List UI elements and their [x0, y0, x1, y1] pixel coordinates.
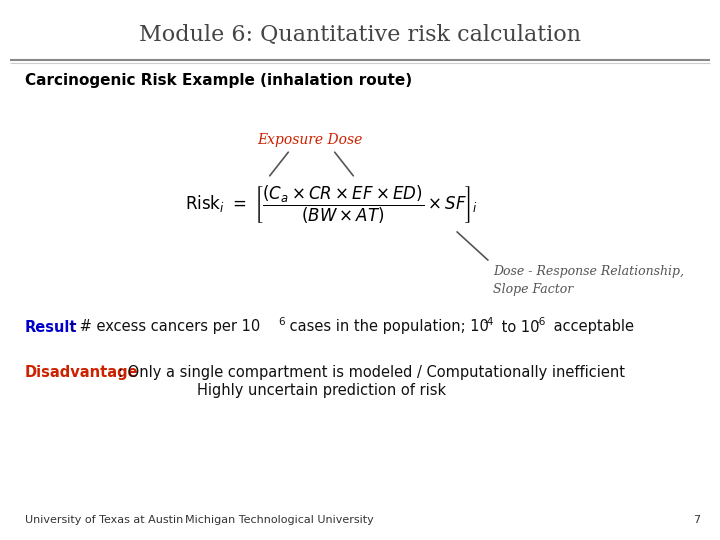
Text: -6: -6	[536, 317, 546, 327]
Text: 6: 6	[278, 317, 284, 327]
Text: Disadvantage: Disadvantage	[25, 364, 139, 380]
Text: Exposure Dose: Exposure Dose	[257, 133, 363, 147]
Text: acceptable: acceptable	[549, 320, 634, 334]
Text: Result: Result	[25, 320, 78, 334]
Text: Michigan Technological University: Michigan Technological University	[185, 515, 374, 525]
Text: Highly uncertain prediction of risk: Highly uncertain prediction of risk	[197, 382, 446, 397]
Text: cases in the population; 10: cases in the population; 10	[285, 320, 489, 334]
Text: -4: -4	[483, 317, 493, 327]
Text: University of Texas at Austin: University of Texas at Austin	[25, 515, 184, 525]
Text: Dose - Response Relationship,
Slope Factor: Dose - Response Relationship, Slope Fact…	[493, 265, 684, 296]
Text: : Only a single compartment is modeled / Computationally inefficient: : Only a single compartment is modeled /…	[118, 364, 625, 380]
Text: Module 6: Quantitative risk calculation: Module 6: Quantitative risk calculation	[139, 24, 581, 46]
Text: : # excess cancers per 10: : # excess cancers per 10	[70, 320, 260, 334]
Text: to 10: to 10	[497, 320, 539, 334]
Text: $\mathrm{Risk}_i \ = \ \left[\dfrac{(C_a \times CR \times EF \times ED)}{(BW \ti: $\mathrm{Risk}_i \ = \ \left[\dfrac{(C_a…	[185, 184, 478, 226]
Text: Carcinogenic Risk Example (inhalation route): Carcinogenic Risk Example (inhalation ro…	[25, 72, 412, 87]
Text: 7: 7	[693, 515, 700, 525]
